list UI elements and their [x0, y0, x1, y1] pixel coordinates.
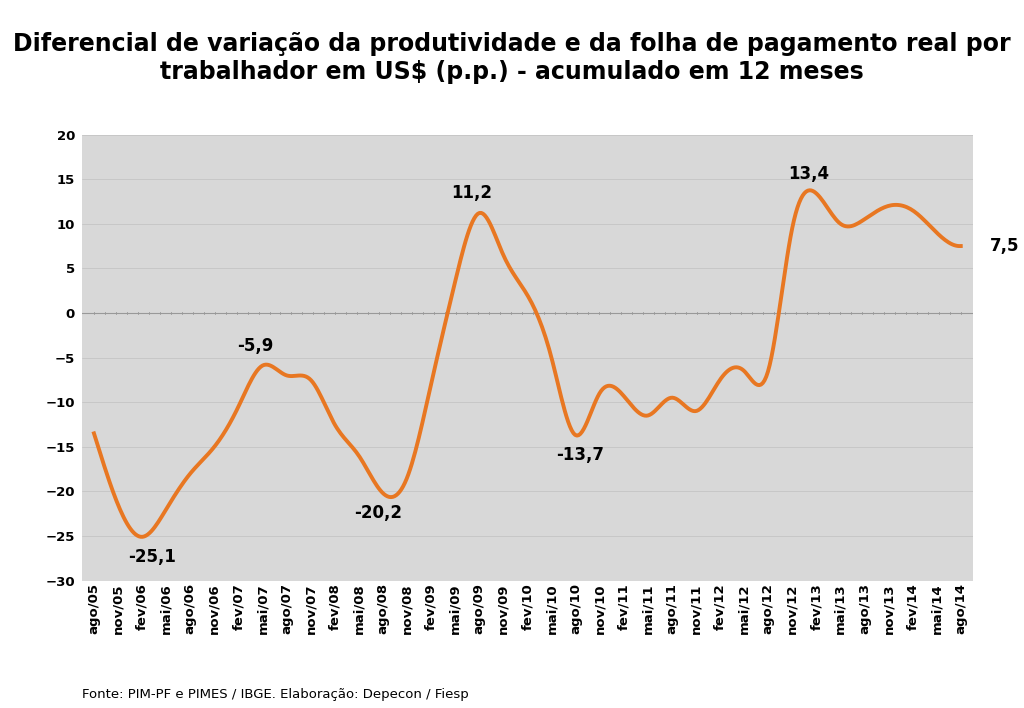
Text: -13,7: -13,7 — [556, 446, 604, 464]
Text: Diferencial de variação da produtividade e da folha de pagamento real por
trabal: Diferencial de variação da produtividade… — [13, 32, 1011, 84]
Text: -5,9: -5,9 — [238, 337, 273, 355]
Text: 7,5: 7,5 — [989, 237, 1019, 255]
Text: -25,1: -25,1 — [128, 547, 176, 566]
Text: 11,2: 11,2 — [452, 184, 493, 202]
Text: -20,2: -20,2 — [354, 504, 402, 522]
Text: Fonte: PIM-PF e PIMES / IBGE. Elaboração: Depecon / Fiesp: Fonte: PIM-PF e PIMES / IBGE. Elaboração… — [82, 688, 469, 701]
Text: 13,4: 13,4 — [788, 165, 829, 183]
